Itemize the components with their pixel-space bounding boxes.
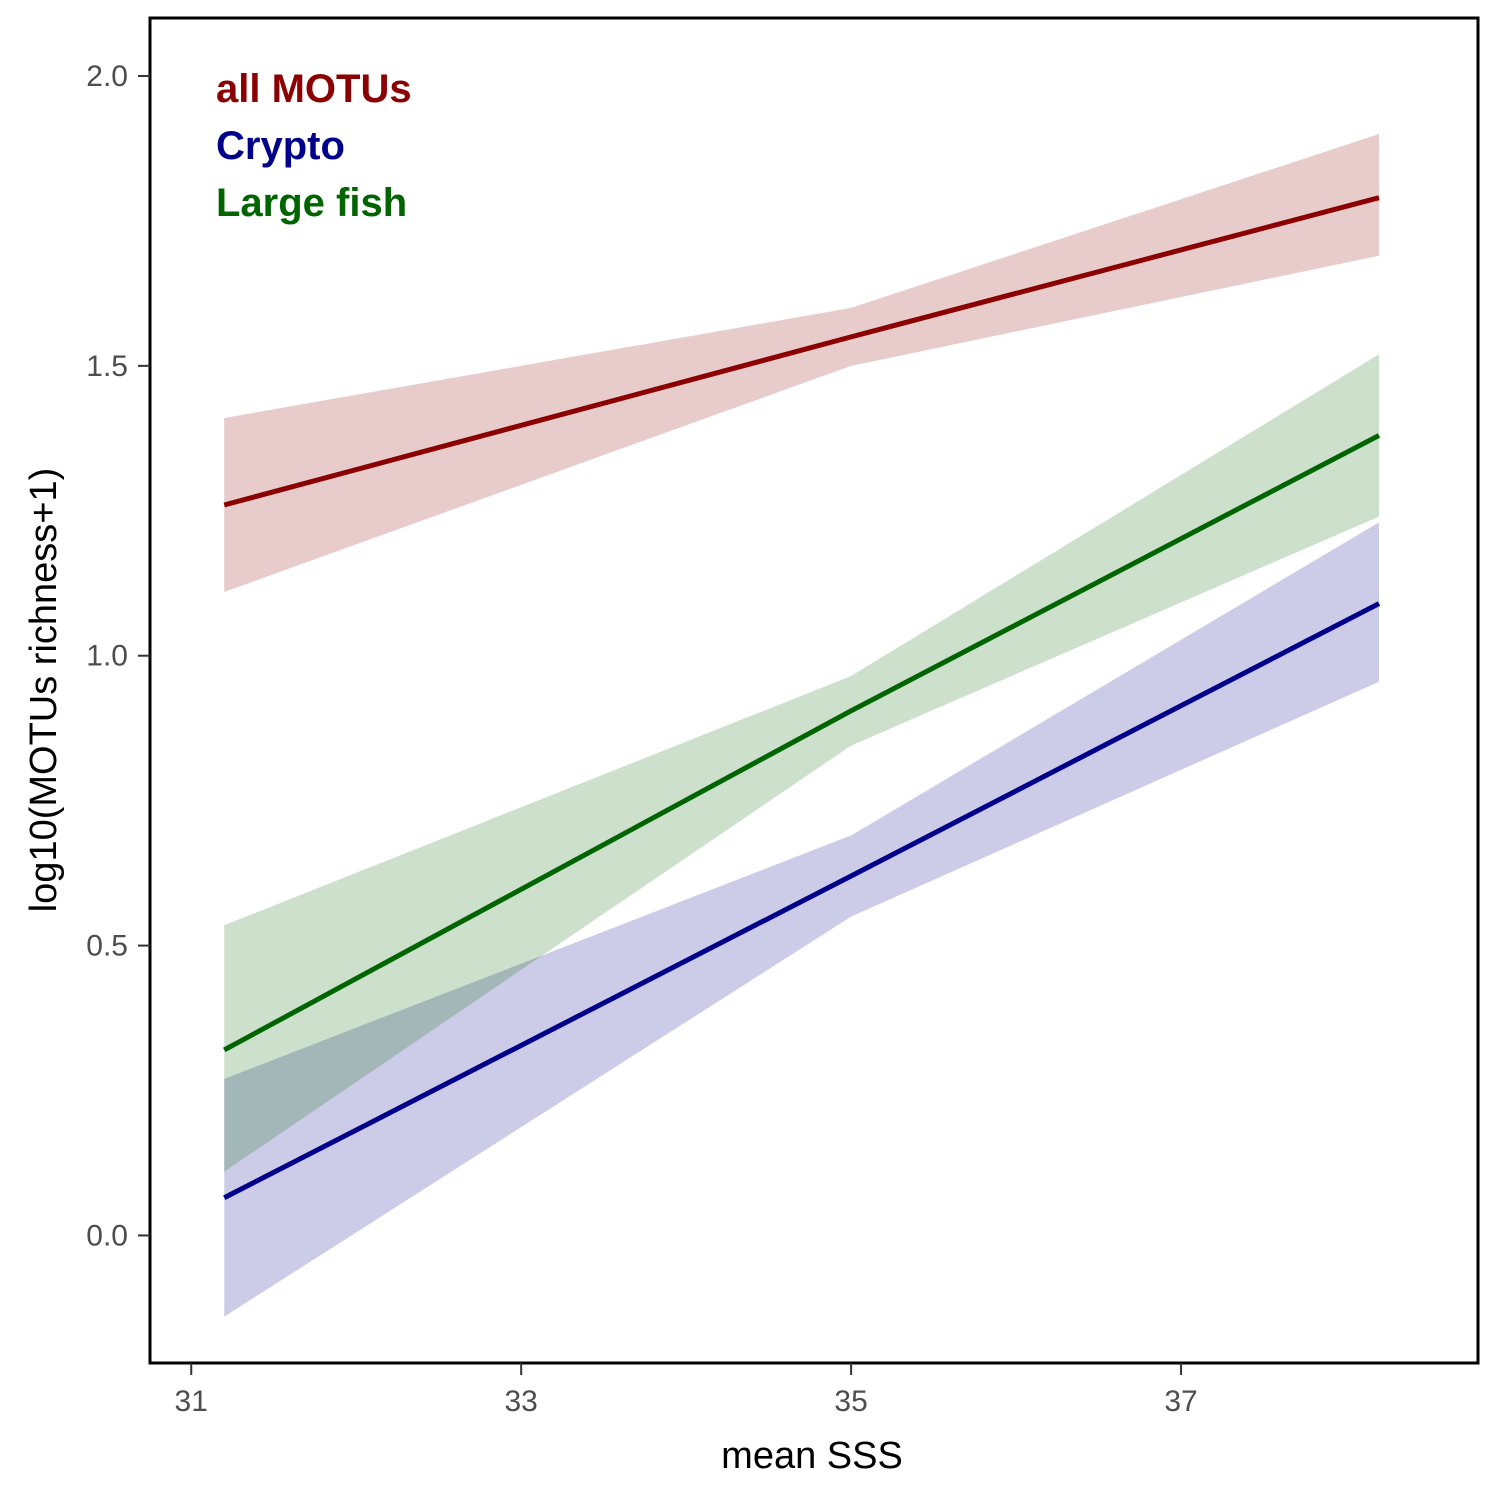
- legend: all MOTUs Crypto Large fish: [216, 67, 412, 225]
- fit-line-crypto: [223, 601, 1381, 1200]
- confidence-bands: [224, 133, 1380, 1317]
- y-axis: 0.0 0.5 1.0 1.5 2.0: [86, 60, 150, 1252]
- confidence-band-large-fish: [224, 354, 1380, 1172]
- x-tick-label: 35: [834, 1385, 867, 1418]
- confidence-band-crypto: [224, 522, 1380, 1317]
- y-axis-title: log10(MOTUs richness+1): [23, 468, 65, 913]
- confidence-band-all-motus: [224, 133, 1380, 592]
- y-tick-label: 1.5: [86, 350, 128, 383]
- fit-lines: [223, 195, 1381, 1200]
- x-axis: 31 33 35 37: [175, 1363, 1198, 1418]
- x-tick-label: 37: [1164, 1385, 1197, 1418]
- y-tick-label: 0.5: [86, 930, 128, 963]
- x-tick-label: 33: [504, 1385, 537, 1418]
- y-tick-label: 2.0: [86, 60, 128, 93]
- x-axis-title: mean SSS: [721, 1435, 903, 1477]
- x-tick-label: 31: [175, 1385, 208, 1418]
- y-tick-label: 1.0: [86, 640, 128, 673]
- legend-entry-crypto: Crypto: [216, 124, 345, 168]
- legend-entry-large-fish: Large fish: [216, 181, 407, 225]
- fit-line-large-fish: [223, 433, 1381, 1053]
- fit-line-all-motus: [223, 195, 1380, 508]
- legend-entry-all-motus: all MOTUs: [216, 67, 412, 111]
- plot-border: [148, 16, 1480, 1365]
- y-tick-label: 0.0: [86, 1219, 128, 1252]
